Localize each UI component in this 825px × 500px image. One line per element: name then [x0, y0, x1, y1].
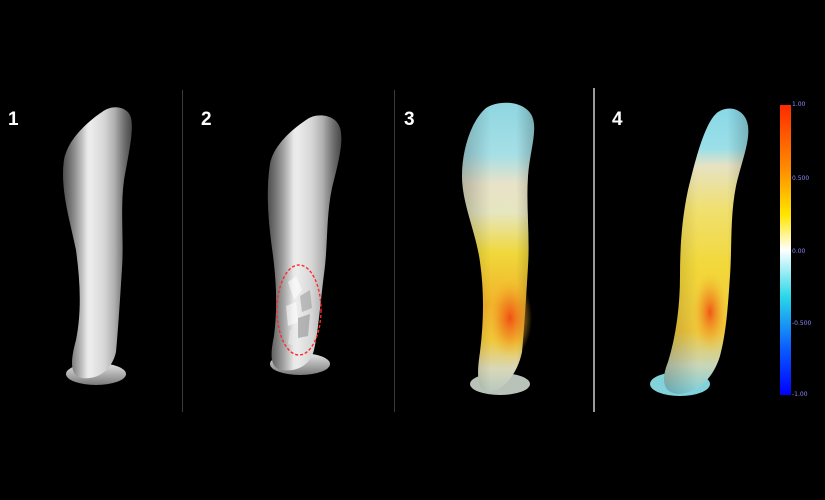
colorbar — [780, 105, 791, 395]
colorbar-tick-5: -1.00 — [792, 391, 808, 398]
highlight-ellipse — [276, 264, 322, 356]
colorbar-tick-4: -0.500 — [792, 320, 812, 327]
colorbar-tick-2: 0.500 — [792, 175, 810, 182]
colorbar-tick-3: 0.00 — [792, 248, 806, 255]
bone-model-2 — [267, 115, 342, 375]
colorbar-tick-1: 1.00 — [792, 101, 806, 108]
panel-label-3: 3 — [404, 109, 415, 130]
panel-divider-1 — [182, 90, 183, 412]
panel-divider-2 — [394, 90, 395, 412]
bone-model-3 — [462, 102, 535, 395]
bone-model-4 — [650, 108, 749, 396]
panel-label-4: 4 — [612, 109, 623, 130]
panel-divider-3 — [593, 88, 595, 412]
bone-model-1 — [63, 107, 132, 385]
panel-label-2: 2 — [201, 109, 212, 130]
panel-label-1: 1 — [8, 109, 19, 130]
